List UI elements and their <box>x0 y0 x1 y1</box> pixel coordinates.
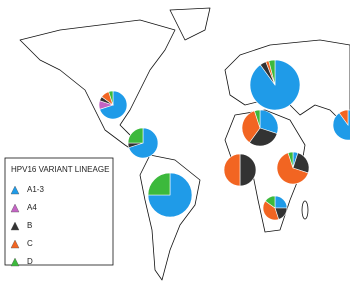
pie-wedge <box>241 110 261 143</box>
pie-wedge <box>276 152 309 185</box>
pie-wedge <box>108 90 114 106</box>
legend-label: A4 <box>27 203 37 212</box>
legend: HPV16 VARIANT LINEAGE A1-3 A4 BCD <box>4 157 114 267</box>
legend-marker <box>10 221 20 231</box>
legend-label: D <box>27 257 33 266</box>
pie-wedge <box>332 109 350 141</box>
pie-wedge <box>239 153 257 187</box>
greenland <box>169 7 211 41</box>
pie-wedge <box>147 172 171 196</box>
legend-marker <box>10 203 20 213</box>
pie-wedge <box>223 153 241 187</box>
pie-wedge <box>249 127 278 147</box>
legend-label: C <box>27 239 33 248</box>
pie-wedge <box>128 127 159 159</box>
pie-wedge <box>262 200 280 221</box>
pie-wedge <box>268 59 276 86</box>
pie-wedge <box>259 109 279 134</box>
pie-wedge <box>127 127 144 144</box>
legend-label: A1-3 <box>27 185 44 194</box>
legend-label: B <box>27 221 32 230</box>
north-america <box>19 19 176 156</box>
legend-marker <box>10 257 20 267</box>
pie-wedge <box>254 109 261 129</box>
madagascar <box>301 200 309 220</box>
legend-box <box>4 157 114 266</box>
legend-marker <box>10 239 20 249</box>
legend-marker <box>10 185 20 195</box>
legend-title: HPV16 VARIANT LINEAGE <box>11 165 109 174</box>
pie-charts <box>98 59 350 221</box>
pie-wedge <box>338 109 349 126</box>
pie-wedge <box>287 151 294 169</box>
pie-wedge <box>264 195 276 209</box>
